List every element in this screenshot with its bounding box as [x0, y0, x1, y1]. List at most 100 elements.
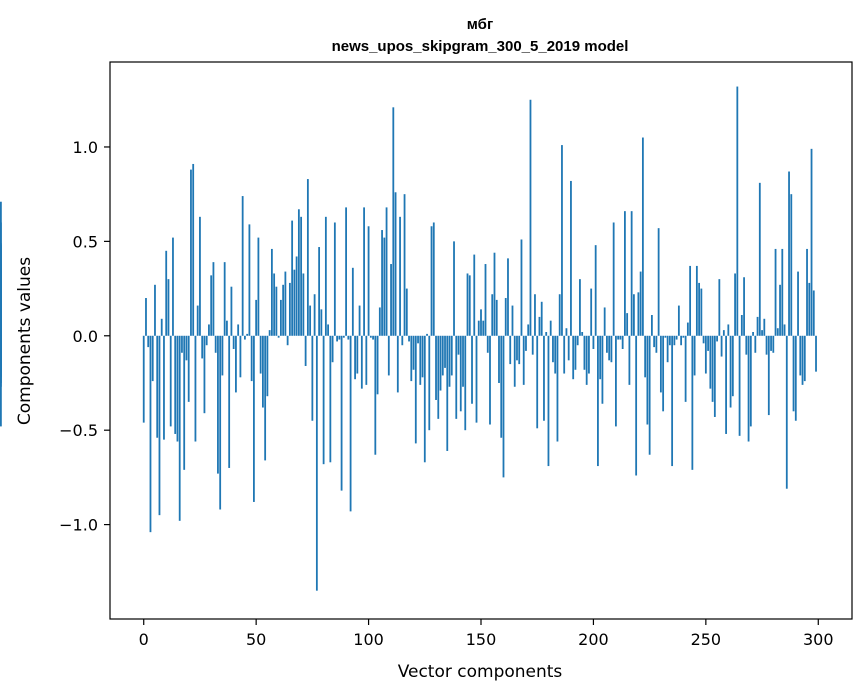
- bar: [590, 288, 593, 336]
- bar: [547, 335, 550, 467]
- bar: [306, 179, 309, 336]
- x-tick-label: 150: [466, 630, 497, 649]
- bar: [788, 171, 790, 336]
- bar: [776, 328, 779, 336]
- bar: [365, 335, 368, 385]
- bar: [167, 279, 170, 336]
- bar: [354, 335, 356, 380]
- bar: [646, 335, 649, 425]
- bar: [707, 335, 709, 351]
- bar: [612, 222, 615, 336]
- bar: [738, 335, 741, 436]
- bar: [549, 320, 552, 336]
- bar: [324, 216, 327, 336]
- bar: [783, 324, 786, 336]
- bar: [239, 335, 242, 378]
- bar: [315, 335, 318, 591]
- x-tick-label: 200: [578, 630, 609, 649]
- bar: [367, 226, 370, 336]
- bar: [572, 335, 575, 380]
- bar: [502, 335, 505, 478]
- bar: [459, 335, 462, 412]
- bar: [765, 335, 768, 355]
- bar: [320, 309, 323, 336]
- bar: [163, 335, 165, 440]
- bar: [617, 335, 620, 340]
- bar: [403, 194, 406, 336]
- bar: [725, 335, 727, 434]
- bar: [230, 286, 233, 336]
- bar: [345, 207, 347, 336]
- bar: [504, 298, 507, 336]
- bar: [363, 207, 365, 336]
- bar: [255, 299, 258, 336]
- bar: [412, 335, 415, 370]
- bar: [653, 335, 656, 348]
- bar: [477, 320, 480, 336]
- bar: [0, 335, 2, 427]
- bar: [808, 282, 811, 336]
- bar: [268, 330, 271, 336]
- bar: [556, 335, 559, 442]
- bar: [217, 335, 219, 474]
- bar: [682, 335, 685, 338]
- bar: [203, 335, 206, 414]
- bar: [318, 247, 321, 336]
- bar: [309, 305, 312, 336]
- bar: [552, 335, 554, 363]
- bar: [585, 335, 588, 385]
- bar: [156, 335, 159, 438]
- bar: [619, 335, 622, 340]
- bar: [770, 335, 772, 351]
- bar: [270, 248, 273, 336]
- bar: [192, 163, 195, 336]
- bar: [455, 335, 458, 419]
- bar: [693, 335, 696, 376]
- bar: [648, 335, 651, 455]
- bar: [304, 335, 307, 366]
- bar: [664, 335, 667, 338]
- bar: [322, 335, 325, 465]
- bar: [432, 222, 435, 336]
- bar: [606, 335, 608, 353]
- bar: [671, 335, 674, 467]
- bar: [763, 318, 766, 336]
- bar: [426, 333, 428, 336]
- bar: [430, 226, 433, 336]
- bar: [259, 335, 262, 374]
- bar: [435, 335, 437, 400]
- bar: [428, 335, 431, 431]
- bar: [394, 192, 397, 336]
- bar: [279, 299, 282, 336]
- bar: [677, 305, 680, 336]
- bar: [637, 292, 640, 336]
- bar: [583, 335, 586, 370]
- bar: [358, 305, 361, 336]
- bar: [540, 301, 543, 336]
- bar: [221, 335, 224, 376]
- bar: [374, 335, 377, 455]
- y-tick-label: 1.0: [73, 138, 98, 157]
- bar: [718, 279, 721, 336]
- bar: [680, 335, 683, 346]
- bar: [754, 335, 757, 353]
- bar: [212, 262, 215, 336]
- bar: [486, 335, 489, 353]
- bar: [513, 335, 516, 387]
- y-axis-ticks: −1.0 −0.5 0.0 0.5 1.0: [59, 138, 110, 535]
- bar: [448, 335, 451, 387]
- bar: [0, 201, 2, 336]
- bar: [684, 335, 687, 402]
- bar: [790, 194, 793, 336]
- bar: [223, 262, 226, 336]
- x-axis-ticks: 0 50 100 150 200 250 300: [139, 619, 834, 649]
- bar: [579, 279, 581, 336]
- bar: [493, 252, 496, 336]
- bar: [246, 333, 249, 336]
- bar: [421, 335, 424, 378]
- bar: [0, 335, 2, 361]
- bar: [576, 335, 579, 346]
- bar: [333, 222, 336, 336]
- bar: [713, 335, 716, 417]
- bar: [491, 294, 494, 336]
